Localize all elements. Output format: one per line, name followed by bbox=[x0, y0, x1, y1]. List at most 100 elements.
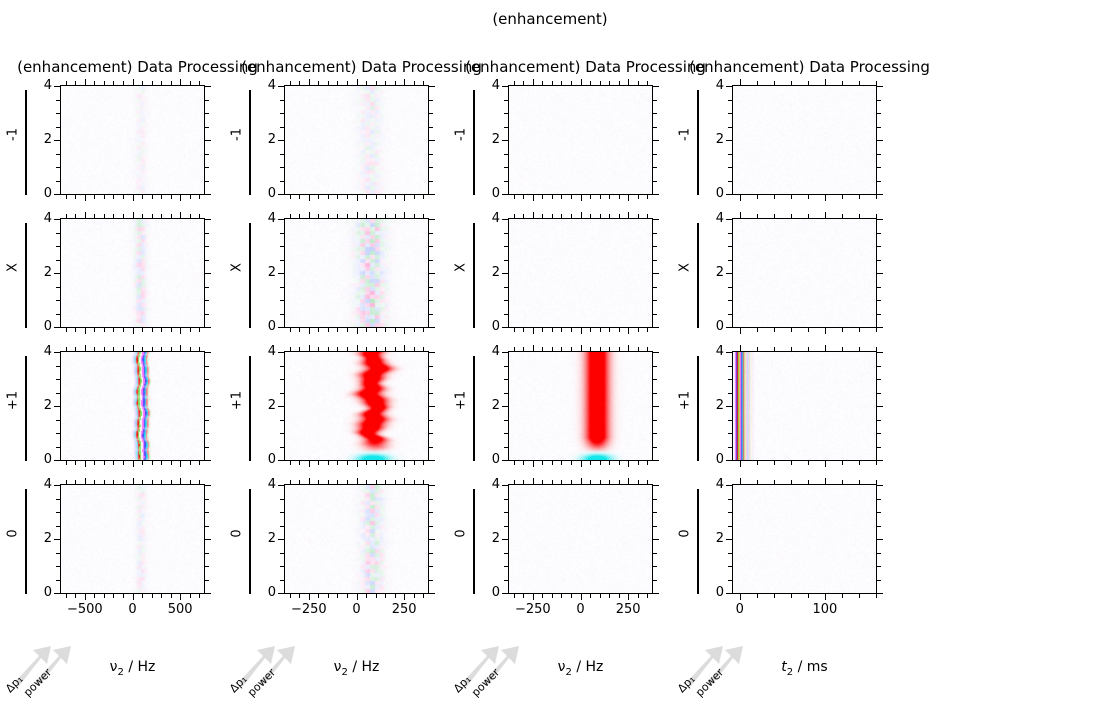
x-tick-minor-top bbox=[637, 347, 639, 351]
x-tick-minor bbox=[858, 461, 860, 465]
x-tick-minor-top bbox=[637, 480, 639, 484]
x-tick-minor-top bbox=[413, 347, 415, 351]
row-group-bar bbox=[473, 223, 475, 328]
panel-r4-c4[interactable]: 0 0 2 4 0 100 bbox=[672, 478, 947, 617]
y-tick-minor bbox=[504, 512, 508, 513]
heatmap-image[interactable] bbox=[732, 85, 877, 195]
y-tick-major bbox=[726, 327, 732, 328]
x-tick-minor-top bbox=[337, 81, 339, 85]
y-tick-minor-right bbox=[205, 566, 209, 567]
panel-r3-c3[interactable]: +1 0 2 4 bbox=[448, 344, 723, 479]
y-tick-minor-right bbox=[877, 300, 881, 301]
y-tick-major bbox=[726, 593, 732, 594]
x-tick-major bbox=[580, 195, 582, 201]
x-tick-minor-top bbox=[609, 81, 611, 85]
y-tick-major-right bbox=[653, 460, 659, 461]
panel-r3-c1[interactable]: +1 0 2 4 bbox=[0, 345, 275, 479]
x-tick-label: −250 bbox=[290, 602, 327, 617]
power-increase-arrows: Δp₁ power bbox=[0, 614, 85, 704]
y-tick-minor bbox=[504, 446, 508, 448]
heatmap-image[interactable] bbox=[60, 218, 205, 328]
x-tick-minor bbox=[756, 594, 758, 598]
heatmap-image[interactable] bbox=[508, 484, 653, 594]
x-tick-major-top bbox=[404, 212, 406, 218]
y-tick-minor-right bbox=[205, 246, 209, 247]
y-tick-major bbox=[54, 593, 60, 594]
y-tick-major bbox=[278, 485, 284, 486]
y-tick-minor-right bbox=[877, 286, 881, 288]
y-tick-major-right bbox=[205, 327, 211, 328]
y-tick-label: 0 bbox=[715, 452, 724, 467]
x-tick-minor-top bbox=[170, 214, 172, 218]
x-tick-major bbox=[356, 328, 358, 334]
heatmap-image[interactable] bbox=[60, 484, 205, 594]
heatmap-image[interactable] bbox=[732, 484, 877, 594]
x-tick-major bbox=[404, 461, 406, 467]
x-tick-minor-top bbox=[299, 347, 301, 351]
panel-r4-c2[interactable]: 0 0 2 4 −250 0 250 bbox=[224, 478, 499, 617]
y-tick-minor-right bbox=[429, 419, 433, 421]
x-tick-minor-top bbox=[609, 480, 611, 484]
heatmap-image[interactable] bbox=[60, 85, 205, 195]
y-tick-major-right bbox=[877, 194, 883, 195]
x-tick-minor bbox=[199, 461, 201, 465]
x-tick-minor bbox=[841, 594, 843, 598]
heatmap-image[interactable] bbox=[508, 218, 653, 328]
y-tick-minor-right bbox=[653, 512, 657, 513]
panel-r1-c3[interactable]: -1 0 2 4 bbox=[448, 79, 723, 213]
x-tick-minor bbox=[327, 195, 329, 199]
heatmap-image[interactable] bbox=[508, 351, 653, 461]
y-tick-major bbox=[54, 352, 60, 353]
x-tick-minor bbox=[75, 594, 77, 598]
x-tick-minor-top bbox=[542, 214, 544, 218]
y-tick-minor-right bbox=[877, 365, 881, 367]
x-tick-major-top bbox=[739, 345, 741, 351]
heatmap-image[interactable] bbox=[284, 351, 429, 461]
panel-r1-c2[interactable]: -1 0 2 4 bbox=[224, 79, 499, 213]
x-tick-minor bbox=[590, 461, 592, 465]
panel-r1-c1[interactable]: -1 0 2 4 bbox=[0, 79, 275, 213]
panel-r4-c1[interactable]: 0 0 2 4 −500 0 500 bbox=[0, 478, 275, 617]
y-tick-minor bbox=[728, 525, 732, 527]
x-tick-minor bbox=[551, 594, 553, 598]
row-group-bar bbox=[249, 356, 251, 461]
y-tick-label: 0 bbox=[715, 186, 724, 201]
x-tick-minor-top bbox=[637, 81, 639, 85]
x-tick-minor bbox=[151, 461, 153, 465]
panel-r3-c4[interactable]: +1 0 2 4 bbox=[672, 345, 947, 479]
x-tick-major-top bbox=[356, 478, 358, 484]
y-tick-minor-right bbox=[653, 446, 657, 448]
x-tick-minor bbox=[790, 594, 792, 598]
y-tick-major bbox=[502, 352, 508, 353]
x-tick-minor-top bbox=[289, 480, 291, 484]
heatmap-image[interactable] bbox=[508, 85, 653, 195]
y-tick-minor bbox=[56, 552, 60, 554]
y-tick-label: 4 bbox=[491, 344, 500, 359]
y-tick-minor bbox=[56, 167, 60, 168]
x-tick-minor bbox=[199, 594, 201, 598]
x-tick-minor-top bbox=[142, 347, 144, 351]
heatmap-image[interactable] bbox=[60, 351, 205, 461]
x-tick-minor bbox=[366, 328, 368, 332]
heatmap-image[interactable] bbox=[732, 218, 877, 328]
x-tick-minor bbox=[807, 328, 809, 332]
x-tick-minor bbox=[103, 328, 105, 332]
y-tick-minor-right bbox=[205, 419, 209, 421]
heatmap-image[interactable] bbox=[732, 351, 877, 461]
heatmap-image[interactable] bbox=[284, 85, 429, 195]
heatmap-image[interactable] bbox=[284, 218, 429, 328]
panel-r3-c2[interactable]: +1 0 2 4 bbox=[224, 345, 499, 479]
x-tick-major-top bbox=[532, 79, 534, 85]
panel-r1-c4[interactable]: -1 0 2 4 bbox=[672, 79, 947, 213]
y-tick-minor-right bbox=[429, 259, 433, 261]
y-tick-minor bbox=[280, 525, 284, 527]
y-tick-minor-right bbox=[877, 566, 881, 567]
y-tick-minor-right bbox=[429, 180, 433, 182]
heatmap-image[interactable] bbox=[284, 484, 429, 594]
y-tick-label: 4 bbox=[267, 211, 276, 226]
panel-r4-c3[interactable]: 0 0 2 4 −250 0 250 bbox=[448, 478, 723, 617]
